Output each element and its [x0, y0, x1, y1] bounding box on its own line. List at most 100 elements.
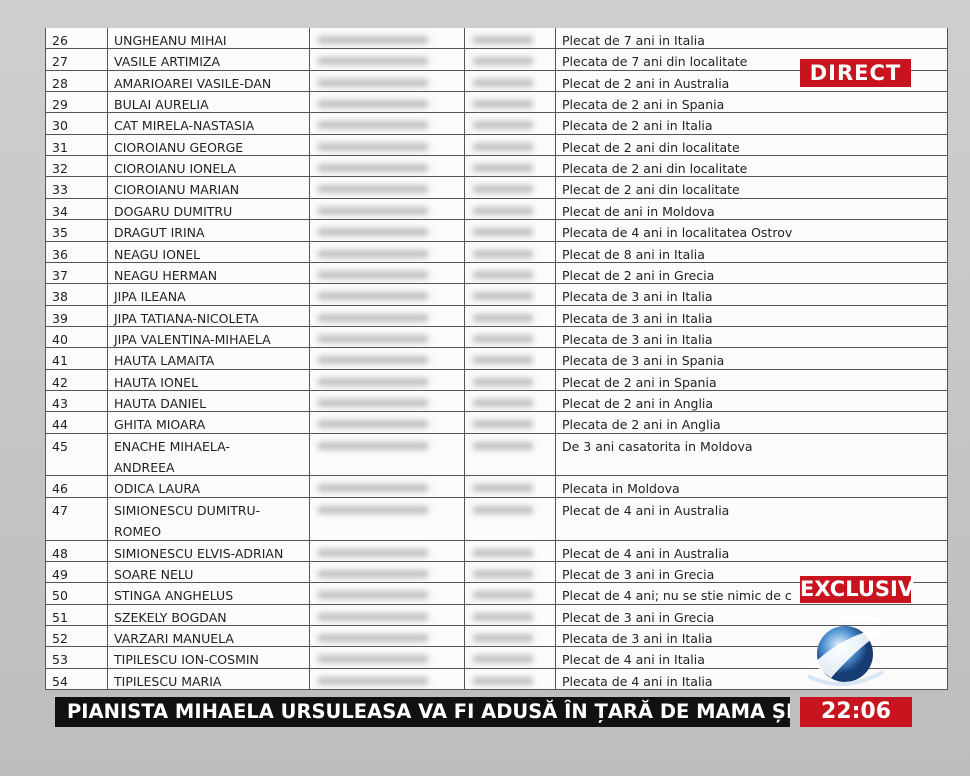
note-cell: Plecat de 3 ani in Grecia — [556, 604, 948, 626]
note-cell: Plecat de 3 ani in Grecia — [556, 561, 948, 584]
name-cell: GHITA MIOARA — [108, 412, 310, 434]
redacted-cell — [465, 583, 556, 605]
name-cell: UNGHEANU MIHAI — [108, 28, 310, 50]
blur — [473, 292, 533, 301]
name-cell: STINGA ANGHELUS — [108, 583, 310, 605]
redacted-cell — [465, 177, 556, 199]
redacted-cell — [310, 262, 465, 285]
name-cell: HAUTA IONEL — [108, 369, 310, 392]
blur — [473, 399, 533, 408]
note-cell: Plecat de 4 ani in Italia — [556, 647, 948, 669]
document-table: 26 UNGHEANU MIHAI Plecat de 7 ani in Itali… — [45, 28, 948, 690]
blur — [318, 292, 428, 301]
blur — [318, 356, 428, 365]
blur — [318, 548, 428, 557]
blur — [473, 228, 533, 237]
note-cell: Plecata de 3 ani in Italia — [556, 305, 948, 327]
name-cell: AMARIOAREI VASILE-DAN — [108, 70, 310, 93]
row-number: 41 — [45, 348, 108, 370]
redacted-cell — [465, 156, 556, 178]
redacted-cell — [310, 497, 465, 541]
row-number: 31 — [45, 134, 108, 157]
note-cell: Plecata de 2 ani in Anglia — [556, 412, 948, 434]
exclusive-badge: EXCLUSIV — [800, 576, 915, 603]
blur — [473, 334, 533, 343]
note-cell: Plecata de 3 ani in Spania — [556, 348, 948, 370]
note-cell: Plecata de 2 ani in Italia — [556, 113, 948, 135]
row-number: 50 — [45, 583, 108, 605]
note-cell: Plecat de 2 ani in Anglia — [556, 391, 948, 413]
row-number: 53 — [45, 647, 108, 669]
redacted-cell — [465, 262, 556, 285]
row-number: 29 — [45, 92, 108, 114]
blur — [318, 206, 428, 215]
redacted-cell — [310, 647, 465, 669]
name-cell: TIPILESCU ION-COSMIN — [108, 647, 310, 669]
note-cell: Plecat de 2 ani din localitate — [556, 134, 948, 157]
name-cell: CIOROIANU MARIAN — [108, 177, 310, 199]
blur — [473, 676, 533, 685]
blur — [318, 270, 428, 279]
note-cell: Plecat de 8 ani in Italia — [556, 241, 948, 263]
note-cell: Plecata de 7 ani din localitate — [556, 49, 948, 71]
redacted-cell — [310, 70, 465, 93]
blur — [318, 441, 428, 450]
blur — [473, 249, 533, 258]
redacted-cell — [465, 28, 556, 50]
blur — [473, 313, 533, 322]
blur — [318, 164, 428, 173]
redacted-cell — [310, 241, 465, 263]
note-cell: Plecata de 3 ani in Italia — [556, 326, 948, 349]
redacted-cell — [465, 412, 556, 434]
redacted-cell — [310, 134, 465, 157]
live-badge: DIRECT — [800, 59, 911, 87]
blur — [473, 655, 533, 664]
row-number: 26 — [45, 28, 108, 50]
note-cell: Plecata in Moldova — [556, 476, 948, 498]
blur — [318, 36, 428, 44]
row-number: 36 — [45, 241, 108, 263]
blur — [318, 377, 428, 386]
redacted-cell — [310, 326, 465, 349]
blur — [473, 36, 533, 44]
blur — [473, 100, 533, 109]
blur — [473, 78, 533, 87]
redacted-cell — [310, 220, 465, 242]
redacted-cell — [310, 540, 465, 562]
redacted-cell — [310, 348, 465, 370]
name-line: ROMEO — [114, 523, 162, 539]
blur — [473, 612, 533, 621]
row-number: 49 — [45, 561, 108, 584]
name-line: ANDREEA — [114, 459, 175, 475]
row-number: 32 — [45, 156, 108, 178]
blur — [473, 121, 533, 130]
blur — [473, 591, 533, 600]
name-cell: BULAI AURELIA — [108, 92, 310, 114]
row-number: 54 — [45, 668, 108, 690]
blur — [318, 142, 428, 151]
note-cell: Plecat de 2 ani in Australia — [556, 70, 948, 93]
blur — [318, 633, 428, 642]
row-number: 40 — [45, 326, 108, 349]
clock: 22:06 — [800, 697, 912, 727]
redacted-cell — [465, 326, 556, 349]
row-number: 46 — [45, 476, 108, 498]
blur — [473, 420, 533, 429]
blur — [473, 142, 533, 151]
redacted-cell — [465, 668, 556, 690]
redacted-cell — [465, 497, 556, 541]
blur — [473, 164, 533, 173]
blur — [318, 569, 428, 578]
redacted-cell — [310, 433, 465, 477]
note-cell: Plecata de 3 ani in Italia — [556, 284, 948, 306]
row-number: 34 — [45, 198, 108, 221]
blur — [473, 356, 533, 365]
blur — [473, 569, 533, 578]
name-cell: CAT MIRELA-NASTASIA — [108, 113, 310, 135]
redacted-cell — [310, 177, 465, 199]
redacted-cell — [310, 412, 465, 434]
row-number: 44 — [45, 412, 108, 434]
name-cell: SOARE NELU — [108, 561, 310, 584]
note-cell: De 3 ani casatorita in Moldova — [556, 433, 948, 477]
redacted-cell — [465, 241, 556, 263]
